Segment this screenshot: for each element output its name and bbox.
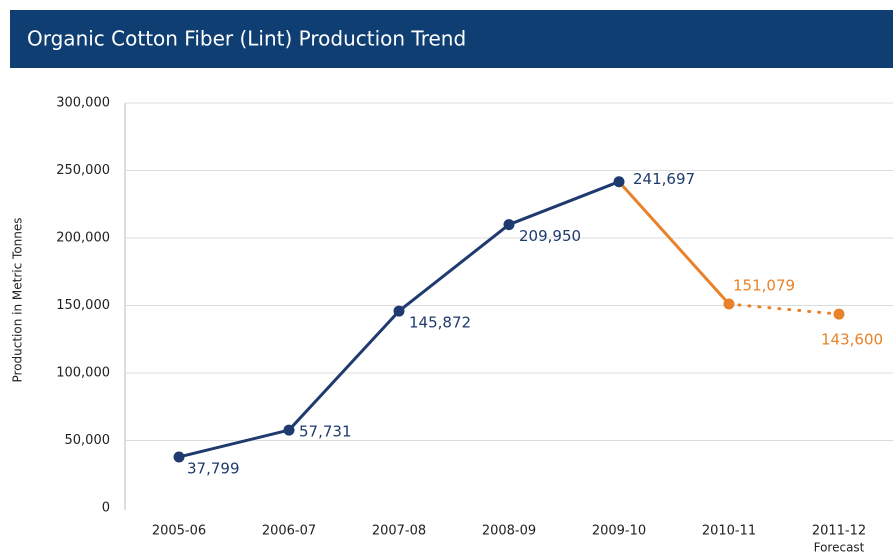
line-segment [287, 309, 401, 432]
y-tick-label: 250,000 [56, 163, 110, 178]
data-label: 57,731 [299, 423, 352, 441]
data-label: 143,600 [821, 331, 883, 349]
y-tick-label: 300,000 [56, 96, 110, 111]
x-tick-sublabel: Forecast [814, 541, 865, 555]
x-tick-label: 2009-10 [592, 524, 646, 539]
chart-title: Organic Cotton Fiber (Lint) Production T… [27, 27, 466, 51]
data-point [833, 308, 845, 320]
y-axis-label: Production in Metric Tonnes [11, 217, 25, 382]
line-segment [507, 180, 621, 227]
x-tick-label: 2010-11 [702, 524, 756, 539]
line-segment [617, 180, 731, 306]
header-bar [10, 10, 893, 68]
data-point [503, 219, 515, 231]
x-tick-label: 2011-12 [812, 524, 866, 539]
line-segment [177, 428, 291, 459]
data-point [283, 424, 295, 436]
data-label: 145,872 [409, 314, 471, 332]
data-point [173, 451, 185, 463]
data-label: 209,950 [519, 227, 581, 245]
data-point [393, 305, 405, 317]
x-tick-label: 2007-08 [372, 524, 426, 539]
x-tick-label: 2006-07 [262, 524, 316, 539]
y-tick-label: 150,000 [56, 298, 110, 313]
data-point [613, 176, 625, 188]
y-tick-label: 50,000 [65, 433, 111, 448]
x-tick-label: 2008-09 [482, 524, 536, 539]
y-tick-label: 0 [102, 501, 110, 516]
data-label: 37,799 [187, 459, 240, 477]
line-segment [727, 302, 841, 316]
data-label: 241,697 [633, 170, 695, 188]
data-point [723, 298, 735, 310]
line-segment [397, 223, 511, 313]
x-tick-label: 2005-06 [152, 524, 206, 539]
y-tick-label: 200,000 [56, 231, 110, 246]
data-label: 151,079 [733, 277, 795, 295]
y-tick-label: 100,000 [56, 366, 110, 381]
